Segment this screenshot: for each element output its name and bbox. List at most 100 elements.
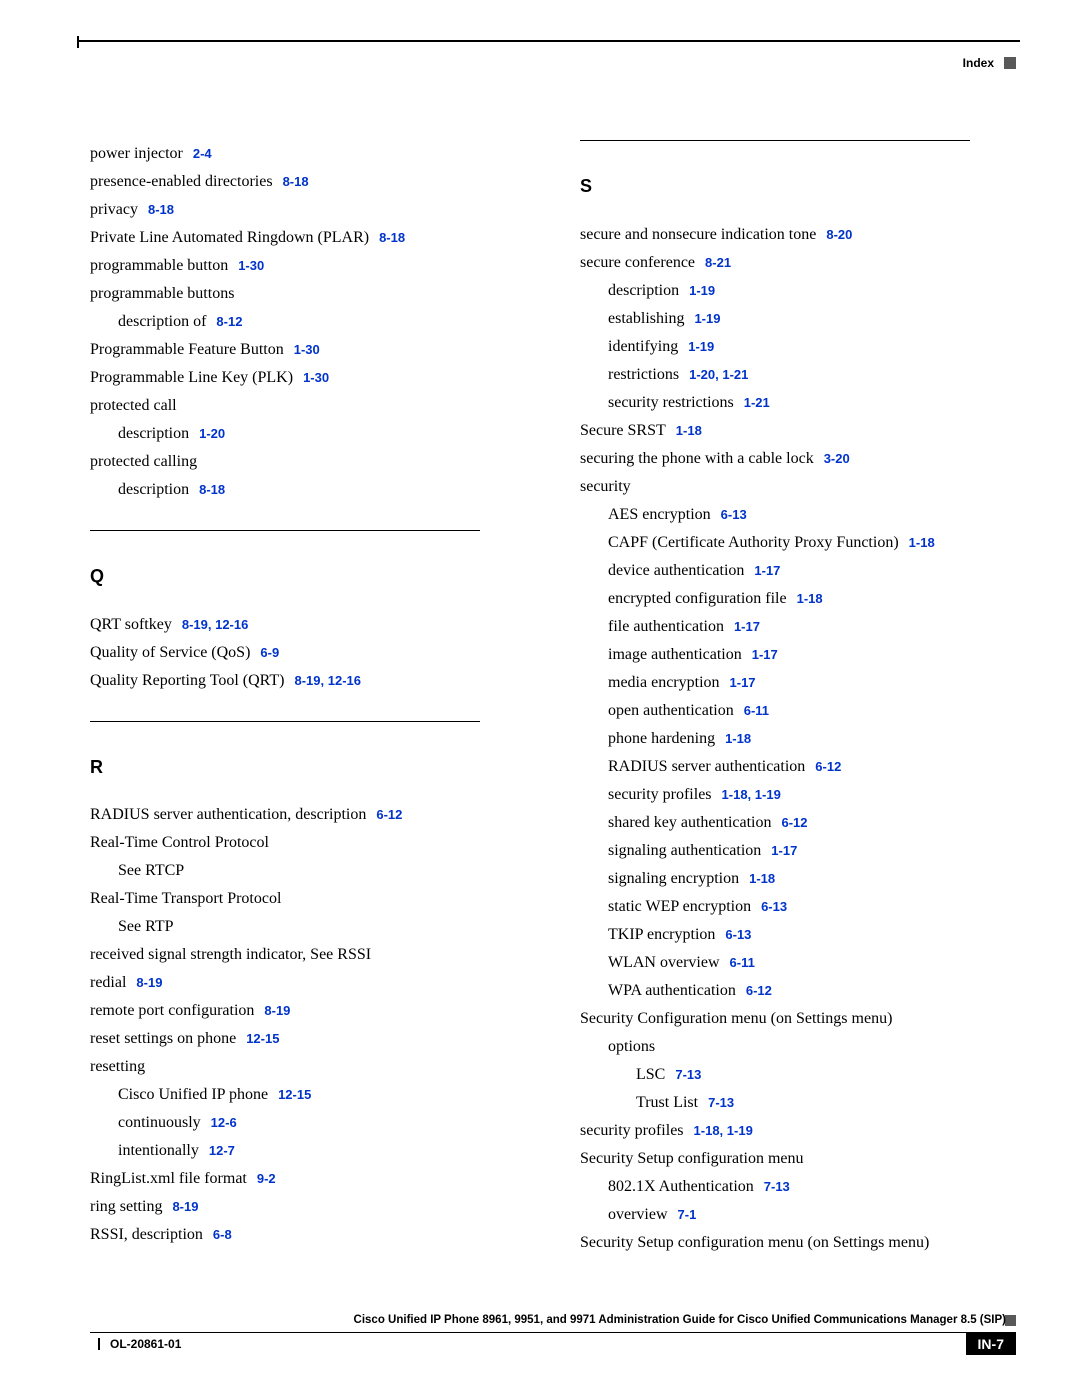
index-page-ref[interactable]: 8-21 (705, 255, 731, 270)
index-page-ref[interactable]: 1-18 (797, 591, 823, 606)
index-term: secure and nonsecure indication tone (580, 226, 816, 243)
index-page-ref[interactable]: 12-6 (211, 1115, 237, 1130)
index-page-ref[interactable]: 7-13 (764, 1179, 790, 1194)
index-term: redial (90, 974, 126, 991)
index-page-ref[interactable]: 1-20 (199, 426, 225, 441)
index-entry: phone hardening1-18 (580, 725, 1020, 753)
index-entry: options (580, 1033, 1020, 1061)
index-page-ref[interactable]: 6-13 (761, 899, 787, 914)
header-section-label: Index (963, 56, 1016, 70)
index-entry: power injector2-4 (90, 140, 530, 168)
index-entry: Quality Reporting Tool (QRT)8-19, 12-16 (90, 667, 530, 695)
index-term: AES encryption (608, 506, 711, 523)
index-page-ref[interactable]: 12-15 (246, 1031, 279, 1046)
index-page-ref[interactable]: 1-18 (749, 871, 775, 886)
index-page-ref[interactable]: 1-21 (744, 395, 770, 410)
index-page-ref[interactable]: 8-19, 12-16 (182, 617, 249, 632)
index-page-ref[interactable]: 12-7 (209, 1143, 235, 1158)
index-page-ref[interactable]: 6-9 (260, 645, 279, 660)
index-entry: resetting (90, 1053, 530, 1081)
index-page-ref[interactable]: 6-12 (815, 759, 841, 774)
index-page-ref[interactable]: 7-13 (708, 1095, 734, 1110)
index-page-ref[interactable]: 6-8 (213, 1227, 232, 1242)
index-page-ref[interactable]: 1-18 (725, 731, 751, 746)
index-page-ref[interactable]: 8-19 (136, 975, 162, 990)
right-column: Ssecure and nonsecure indication tone 8-2… (580, 140, 1020, 1257)
index-entry: open authentication6-11 (580, 697, 1020, 725)
index-entry: file authentication1-17 (580, 613, 1020, 641)
index-page-ref[interactable]: 1-30 (238, 258, 264, 273)
index-page-ref[interactable]: 1-30 (294, 342, 320, 357)
index-page-ref[interactable]: 6-13 (721, 507, 747, 522)
index-page-ref[interactable]: 1-18 (909, 535, 935, 550)
index-term: shared key authentication (608, 814, 772, 831)
index-page-ref[interactable]: 8-12 (216, 314, 242, 329)
index-page-ref[interactable]: 6-12 (376, 807, 402, 822)
index-term: description (118, 425, 189, 442)
index-page-ref[interactable]: 8-18 (283, 174, 309, 189)
index-term: overview (608, 1206, 668, 1223)
index-term: encrypted configuration file (608, 590, 787, 607)
index-page-ref[interactable]: 8-19, 12-16 (295, 673, 362, 688)
index-page-ref[interactable]: 1-20, 1-21 (689, 367, 748, 382)
index-page-ref[interactable]: 8-18 (379, 230, 405, 245)
index-entry: secure and nonsecure indication tone 8-20 (580, 221, 1020, 249)
index-entry: presence-enabled directories 8-18 (90, 168, 530, 196)
index-page-ref[interactable]: 3-20 (824, 451, 850, 466)
index-page-ref[interactable]: 1-19 (688, 339, 714, 354)
index-columns: power injector2-4presence-enabled direct… (90, 140, 1020, 1257)
page-footer: Cisco Unified IP Phone 8961, 9951, and 9… (90, 1332, 1016, 1351)
index-page-ref[interactable]: 8-20 (826, 227, 852, 242)
index-page-ref[interactable]: 2-4 (193, 146, 212, 161)
index-page-ref[interactable]: 1-17 (734, 619, 760, 634)
index-page-ref[interactable]: 1-18, 1-19 (722, 787, 781, 802)
index-page-ref[interactable]: 1-19 (694, 311, 720, 326)
index-page-ref[interactable]: 9-2 (257, 1171, 276, 1186)
index-page-ref[interactable]: 1-17 (754, 563, 780, 578)
index-entry: Quality of Service (QoS) 6-9 (90, 639, 530, 667)
index-page-ref[interactable]: 6-11 (730, 955, 755, 970)
index-page-ref[interactable]: 1-18 (676, 423, 702, 438)
index-term: intentionally (118, 1142, 199, 1159)
index-page-ref[interactable]: 1-19 (689, 283, 715, 298)
index-entry: TKIP encryption6-13 (580, 921, 1020, 949)
index-page-ref[interactable]: 1-17 (771, 843, 797, 858)
section-rule (90, 721, 480, 722)
index-page-ref[interactable]: 1-17 (730, 675, 756, 690)
index-page-ref[interactable]: 8-19 (264, 1003, 290, 1018)
index-term: programmable button (90, 257, 228, 274)
index-page-ref[interactable]: 6-11 (744, 703, 769, 718)
index-page-ref[interactable]: 1-30 (303, 370, 329, 385)
index-page-ref[interactable]: 6-13 (725, 927, 751, 942)
index-term: presence-enabled directories (90, 173, 273, 190)
index-term: received signal strength indicator, See … (90, 946, 371, 963)
footer-doc-number: OL-20861-01 (98, 1337, 1016, 1351)
index-entry: security (580, 473, 1020, 501)
footer-square-icon (1005, 1315, 1016, 1326)
index-page-ref[interactable]: 7-1 (678, 1207, 697, 1222)
index-entry: See RTP (90, 913, 530, 941)
index-page-ref[interactable]: 7-13 (675, 1067, 701, 1082)
index-page-ref[interactable]: 1-18, 1-19 (694, 1123, 753, 1138)
index-entry: shared key authentication 6-12 (580, 809, 1020, 837)
section-letter: S (580, 171, 1020, 203)
index-page-ref[interactable]: 8-19 (172, 1199, 198, 1214)
index-entry: description1-19 (580, 277, 1020, 305)
index-term: QRT softkey (90, 616, 172, 633)
index-page-ref[interactable]: 1-17 (752, 647, 778, 662)
index-term: Private Line Automated Ringdown (PLAR) (90, 229, 369, 246)
index-term: RADIUS server authentication, descriptio… (90, 806, 366, 823)
index-term: Security Setup configuration menu (580, 1150, 804, 1167)
index-term: protected call (90, 397, 177, 414)
index-term: security profiles (580, 1122, 684, 1139)
index-page-ref[interactable]: 8-18 (148, 202, 174, 217)
index-page-ref[interactable]: 12-15 (278, 1087, 311, 1102)
index-entry: security restrictions1-21 (580, 389, 1020, 417)
section-rule (90, 530, 480, 531)
index-page-ref[interactable]: 6-12 (782, 815, 808, 830)
index-page-ref[interactable]: 8-18 (199, 482, 225, 497)
index-term: Quality of Service (QoS) (90, 644, 250, 661)
index-page-ref[interactable]: 6-12 (746, 983, 772, 998)
index-entry: CAPF (Certificate Authority Proxy Functi… (580, 529, 1020, 557)
index-entry: redial 8-19 (90, 969, 530, 997)
